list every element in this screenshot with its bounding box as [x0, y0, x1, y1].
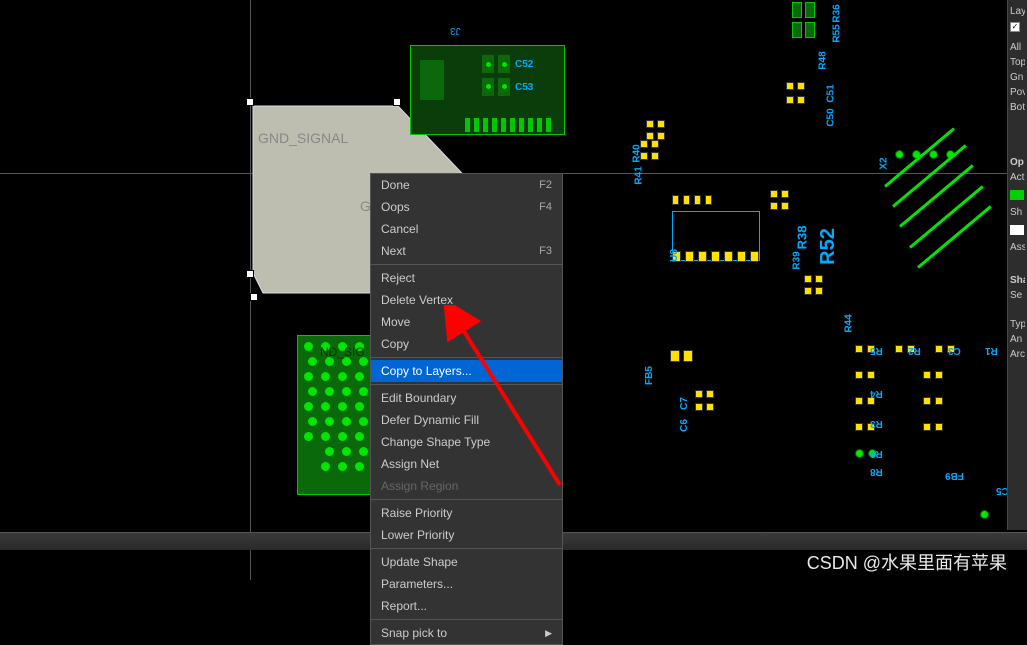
refdes-r39: R39 [792, 251, 803, 269]
label-shape: Sh [1010, 205, 1025, 220]
menu-item-delete-vertex[interactable]: Delete Vertex [371, 289, 562, 311]
selection-handle[interactable] [250, 293, 258, 301]
refdes-r55: R55 [832, 24, 843, 42]
parts-c7c6 [695, 390, 714, 411]
watermark: CSDN @水果里面有苹果 [807, 549, 1007, 575]
context-menu: DoneF2OopsF4CancelNextF3 RejectDelete Ver… [370, 173, 563, 645]
refdes-r9: R9 [870, 448, 883, 459]
layer-bot[interactable]: Bot [1010, 100, 1025, 115]
menu-item-oops[interactable]: OopsF4 [371, 196, 562, 218]
refdes-r1: R1 [985, 345, 998, 356]
panel-section-shape: Sha [1010, 273, 1025, 288]
parts-r44 [804, 275, 823, 295]
pcb-canvas[interactable]: GND_SIGNAL G SIGNAL J3 C52 C53 R36 R55 R… [0, 0, 1027, 580]
menu-item-copy[interactable]: Copy [371, 333, 562, 355]
menu-item-cancel[interactable]: Cancel [371, 218, 562, 240]
selection-handle[interactable] [246, 270, 254, 278]
component-c53 [482, 78, 510, 96]
net-label: GND_SIGNAL [258, 130, 348, 146]
menu-separator [371, 357, 562, 358]
refdes-c51: C51 [826, 84, 837, 102]
menu-item-edit-boundary[interactable]: Edit Boundary [371, 387, 562, 409]
panel-active: Acti [1010, 170, 1025, 185]
refdes-r8: R8 [870, 466, 883, 477]
comp-u8 [672, 195, 760, 262]
layer-top[interactable]: Top [1010, 55, 1025, 70]
menu-separator [371, 384, 562, 385]
refdes-r48: R48 [818, 51, 829, 69]
menu-item-copy-to-layers[interactable]: Copy to Layers... [371, 360, 562, 382]
menu-separator [371, 264, 562, 265]
panel-section-options: Op [1010, 155, 1025, 170]
layer-gnd[interactable]: Gn [1010, 70, 1025, 85]
menu-item-snap-pick-to[interactable]: Snap pick to▶ [371, 622, 562, 644]
module-netlabel: ND_SIG [320, 345, 365, 359]
parts-r36-r55 [792, 2, 815, 38]
layer-pwr[interactable]: Pov [1010, 85, 1025, 100]
label-type: Typ [1010, 317, 1025, 332]
refdes-c7: C7 [679, 397, 690, 410]
menu-item-parameters[interactable]: Parameters... [371, 573, 562, 595]
refdes-r4: R4 [870, 388, 883, 399]
menu-item-reject[interactable]: Reject [371, 267, 562, 289]
refdes-c53: C53 [515, 82, 533, 93]
j3-pins [465, 118, 551, 132]
layer-all[interactable]: All [1010, 40, 1025, 55]
refdes-r5: R5 [870, 345, 883, 356]
refdes-r36: R36 [832, 4, 843, 22]
parts-mid2 [770, 190, 789, 210]
parts-c51-c50 [786, 80, 805, 104]
refdes-c6: C6 [679, 419, 690, 432]
menu-item-change-shape-type[interactable]: Change Shape Type [371, 431, 562, 453]
refdes-r40: R40 [632, 144, 643, 162]
refdes-r3: R3 [870, 418, 883, 429]
trace-diag [917, 205, 992, 268]
refdes-c50: C50 [826, 108, 837, 126]
menu-separator [371, 499, 562, 500]
component-c52 [482, 55, 510, 73]
menu-item-next[interactable]: NextF3 [371, 240, 562, 262]
menu-item-update-shape[interactable]: Update Shape [371, 551, 562, 573]
menu-item-raise-priority[interactable]: Raise Priority [371, 502, 562, 524]
swatch-white[interactable] [1010, 225, 1024, 235]
right-column-parts [855, 345, 955, 458]
selection-handle[interactable] [393, 98, 401, 106]
refdes-r52: R52 [817, 228, 840, 265]
j3-key [420, 60, 444, 100]
parts-fb5 [670, 350, 693, 362]
refdes-c3: C3 [948, 345, 961, 356]
label-assign: Assi [1010, 240, 1025, 255]
menu-item-move[interactable]: Move [371, 311, 562, 333]
refdes-r2: R2 [908, 345, 921, 356]
swatch-green[interactable] [1010, 190, 1024, 200]
refdes-r44: R44 [844, 314, 855, 332]
refdes-c52: C52 [515, 59, 533, 70]
refdes-j3: J3 [450, 25, 461, 36]
trace-diag [909, 185, 984, 248]
parts-r40-r41 [640, 140, 659, 160]
parts-mid [646, 120, 665, 140]
menu-item-assign-region: Assign Region [371, 475, 562, 497]
menu-item-defer-dynamic-fill[interactable]: Defer Dynamic Fill [371, 409, 562, 431]
label-segment: Se [1010, 288, 1025, 303]
selection-handle[interactable] [246, 98, 254, 106]
label-angle: An [1010, 332, 1025, 347]
panel-header: Lay [1010, 4, 1025, 19]
refdes-r41: R41 [634, 166, 645, 184]
menu-separator [371, 619, 562, 620]
refdes-fb9: FB9 [945, 470, 964, 481]
menu-separator [371, 548, 562, 549]
refdes-x2: X2 [879, 157, 890, 169]
menu-item-done[interactable]: DoneF2 [371, 174, 562, 196]
refdes-r38: R38 [794, 226, 809, 250]
refdes-u8: U8 [669, 249, 680, 262]
menu-item-assign-net[interactable]: Assign Net [371, 453, 562, 475]
pad-misc [980, 510, 989, 519]
panel-checkbox[interactable]: ✓ [1010, 22, 1020, 32]
menu-item-report[interactable]: Report... [371, 595, 562, 617]
right-panel: Lay ✓ All Top Gn Pov Bot Op Acti Sh Assi… [1007, 0, 1027, 530]
refdes-fb5: FB5 [644, 366, 655, 385]
menu-item-lower-priority[interactable]: Lower Priority [371, 524, 562, 546]
label-arc: Arc [1010, 347, 1025, 362]
